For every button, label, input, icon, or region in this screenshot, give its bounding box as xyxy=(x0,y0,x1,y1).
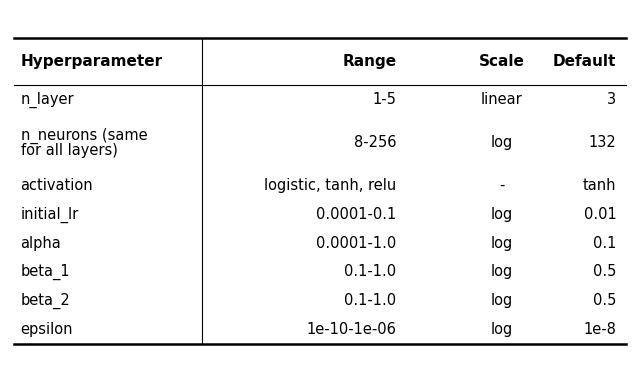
Text: for all layers): for all layers) xyxy=(20,143,117,158)
Text: 1-5: 1-5 xyxy=(372,92,396,107)
Text: 3: 3 xyxy=(607,92,616,107)
Text: 0.1: 0.1 xyxy=(593,236,616,251)
Text: activation: activation xyxy=(20,178,93,193)
Text: log: log xyxy=(490,293,513,308)
Text: log: log xyxy=(490,236,513,251)
Text: n_neurons (same: n_neurons (same xyxy=(20,128,147,144)
Text: linear: linear xyxy=(481,92,522,107)
Text: log: log xyxy=(490,322,513,337)
Text: 0.1-1.0: 0.1-1.0 xyxy=(344,265,396,279)
Text: Scale: Scale xyxy=(479,54,525,69)
Text: 0.01: 0.01 xyxy=(584,207,616,222)
Text: Hyperparameter: Hyperparameter xyxy=(20,54,163,69)
Text: initial_lr: initial_lr xyxy=(20,206,79,222)
Text: 0.5: 0.5 xyxy=(593,293,616,308)
Text: alpha: alpha xyxy=(20,236,61,251)
Text: 1e-8: 1e-8 xyxy=(584,322,616,337)
Text: beta_1: beta_1 xyxy=(20,264,70,280)
Text: log: log xyxy=(490,135,513,150)
Text: log: log xyxy=(490,265,513,279)
Text: tanh: tanh xyxy=(583,178,616,193)
Text: n_layer: n_layer xyxy=(20,91,74,108)
Text: beta_2: beta_2 xyxy=(20,292,70,309)
Text: log: log xyxy=(490,207,513,222)
Text: Default: Default xyxy=(553,54,616,69)
Text: -: - xyxy=(499,178,504,193)
Text: 8-256: 8-256 xyxy=(354,135,396,150)
Text: logistic, tanh, relu: logistic, tanh, relu xyxy=(264,178,396,193)
Text: 0.0001-0.1: 0.0001-0.1 xyxy=(316,207,396,222)
Text: 132: 132 xyxy=(589,135,616,150)
Text: 0.0001-1.0: 0.0001-1.0 xyxy=(316,236,396,251)
Text: Range: Range xyxy=(342,54,396,69)
Text: epsilon: epsilon xyxy=(20,322,73,337)
Text: 0.1-1.0: 0.1-1.0 xyxy=(344,293,396,308)
Text: 1e-10-1e-06: 1e-10-1e-06 xyxy=(307,322,396,337)
Text: 0.5: 0.5 xyxy=(593,265,616,279)
